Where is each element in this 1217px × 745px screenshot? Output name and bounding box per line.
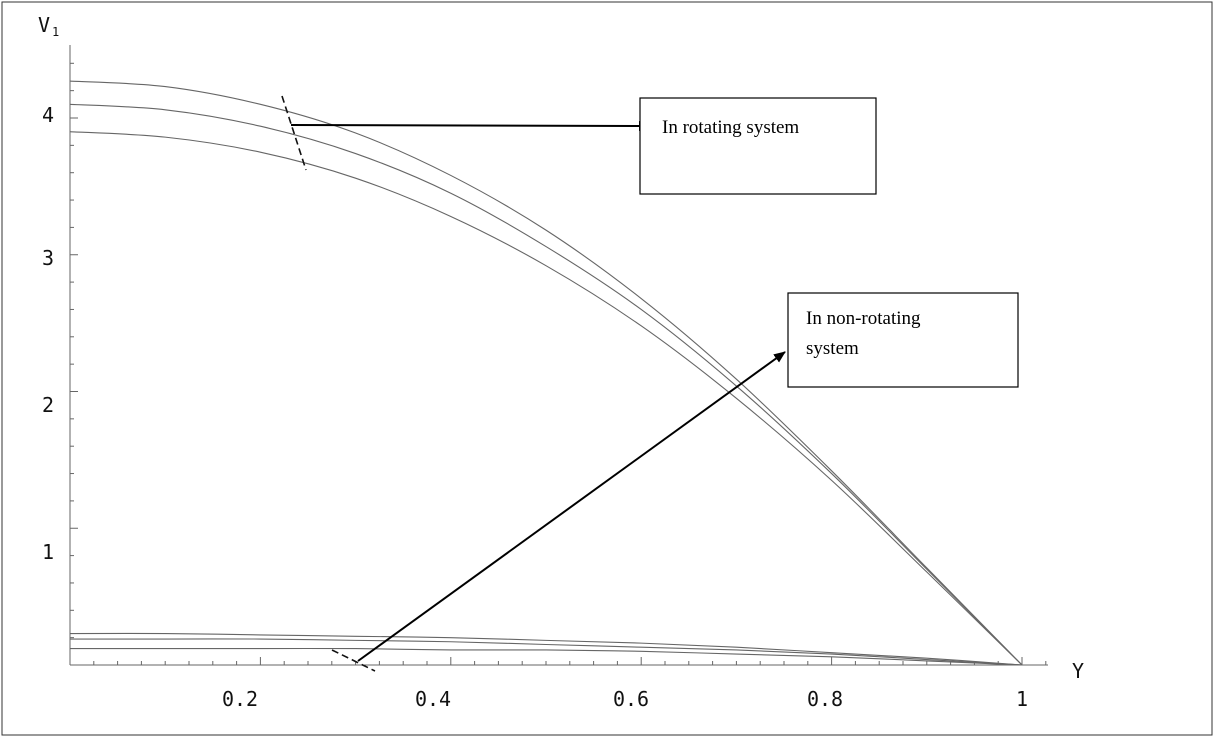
annotation-box: [639, 97, 877, 195]
series-line-5: [70, 638, 1023, 666]
x-tick-label: 0.4: [415, 687, 451, 711]
axis-ticks: [70, 62, 1047, 665]
series-line-2: [69, 103, 1023, 666]
series-line-4: [69, 632, 1023, 666]
y-tick-label: 3: [42, 246, 54, 270]
rotating-annotation-arrow: [290, 120, 651, 131]
annotation-text: In non-rotating: [806, 308, 921, 329]
rotating-annotation: In rotating system: [639, 97, 877, 195]
x-tick-label: 0.6: [613, 687, 649, 711]
series-line-6: [70, 647, 1023, 666]
y-tick-label: 2: [42, 393, 54, 417]
annotation-box: [787, 292, 1019, 388]
annotation-text: In rotating system: [662, 117, 799, 138]
series-line-3: [69, 131, 1023, 666]
annotation-text: system: [806, 338, 859, 359]
x-tick-label: 0.2: [222, 687, 258, 711]
non-rotating-curves-bracket: [331, 649, 376, 672]
x-tick-label: 0.8: [807, 687, 843, 711]
series-line-1: [69, 80, 1023, 666]
y-axis-label: V: [38, 13, 50, 37]
y-axis-label-subscript: 1: [52, 25, 59, 39]
x-tick-label: 1: [1016, 687, 1028, 711]
series-layer: [69, 80, 1023, 666]
y-tick-label: 4: [42, 103, 54, 127]
x-axis-label: Y: [1072, 659, 1084, 683]
y-tick-label: 1: [42, 540, 54, 564]
rotating-curves-bracket: [281, 95, 307, 171]
non-rotating-annotation-arrow: [357, 351, 786, 662]
non-rotating-annotation: In non-rotating system: [787, 292, 1019, 388]
